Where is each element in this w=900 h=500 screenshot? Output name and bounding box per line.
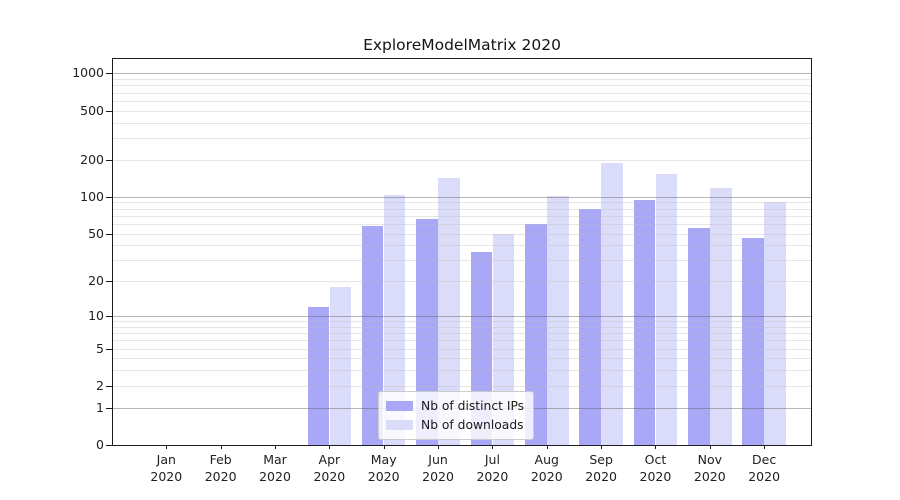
bar-downloads: [710, 187, 732, 445]
grid-line-minor: [113, 233, 811, 235]
x-tick-label: Sep 2020: [585, 452, 617, 484]
legend-item-downloads: Nb of downloads: [386, 417, 524, 433]
x-tick-mark: [655, 445, 657, 449]
plot-area: Nb of distinct IPs Nb of downloads: [112, 58, 812, 446]
x-tick-label: Jun 2020: [422, 452, 454, 484]
x-tick-label: Mar 2020: [259, 452, 291, 484]
x-tick-label: Nov 2020: [693, 452, 726, 484]
x-tick-label: Dec 2020: [748, 452, 781, 484]
y-tick-label: 2: [96, 377, 104, 393]
bar-distinct-ips: [525, 223, 547, 445]
grid-line-minor: [113, 370, 811, 372]
y-tick-label: 50: [88, 225, 104, 241]
grid-line-minor: [113, 85, 811, 87]
x-tick-mark: [220, 445, 222, 449]
y-tick-mark: [106, 281, 113, 283]
legend-swatch-distinct-ips: [386, 401, 413, 411]
grid-line-minor: [113, 79, 811, 81]
grid-line-minor: [113, 92, 811, 94]
y-tick-label: 10: [88, 308, 104, 324]
bar-distinct-ips: [742, 237, 764, 445]
y-tick-mark: [106, 445, 113, 446]
legend-item-distinct-ips: Nb of distinct IPs: [386, 398, 524, 414]
x-tick-label: Feb 2020: [204, 452, 237, 484]
x-tick-mark: [492, 445, 494, 449]
y-tick-mark: [106, 73, 113, 75]
grid-line-minor: [113, 159, 811, 161]
y-tick-mark: [106, 233, 113, 235]
x-tick-label: Jul 2020: [476, 452, 509, 484]
y-tick-mark: [106, 316, 113, 318]
grid-line-minor: [113, 340, 811, 342]
bar-distinct-ips: [307, 307, 330, 445]
grid-line-minor: [113, 358, 811, 360]
bar-downloads: [601, 162, 623, 445]
bar-downloads: [329, 286, 352, 445]
y-tick-mark: [106, 159, 113, 161]
chart-title: ExploreModelMatrix 2020: [363, 36, 561, 54]
grid-line-minor: [113, 208, 811, 210]
bar-downloads: [547, 196, 569, 445]
y-tick-mark: [106, 407, 113, 409]
grid-line-minor: [113, 122, 811, 124]
x-tick-mark: [709, 445, 711, 449]
y-tick-label: 5: [96, 340, 104, 356]
bar-downloads: [383, 194, 406, 445]
legend-swatch-downloads: [386, 420, 413, 430]
x-tick-label: Apr 2020: [313, 452, 346, 484]
grid-line-minor: [113, 326, 811, 328]
grid-line-major: [113, 316, 811, 318]
grid-line-minor: [113, 110, 811, 112]
y-tick-mark: [106, 110, 113, 112]
x-tick-label: May 2020: [367, 452, 400, 484]
bar-distinct-ips: [416, 218, 438, 445]
bar-distinct-ips: [633, 200, 656, 445]
grid-line-minor: [113, 202, 811, 204]
bar-distinct-ips: [579, 208, 601, 445]
x-tick-mark: [166, 445, 168, 449]
grid-line-major: [113, 73, 811, 75]
y-tick-label: 0: [96, 437, 104, 452]
grid-line-minor: [113, 100, 811, 102]
grid-line-minor: [113, 215, 811, 217]
grid-line-minor: [113, 321, 811, 323]
grid-line-major: [113, 196, 811, 198]
bar-downloads: [764, 202, 786, 445]
y-tick-label: 1: [96, 399, 104, 415]
bar-distinct-ips: [361, 225, 384, 445]
x-tick-mark: [546, 445, 548, 449]
bar-downloads: [655, 174, 678, 445]
grid-line-minor: [113, 333, 811, 335]
y-tick-label: 500: [80, 102, 104, 118]
grid-line-minor: [113, 385, 811, 387]
x-tick-label: Jan 2020: [150, 452, 183, 484]
legend: Nb of distinct IPs Nb of downloads: [378, 391, 535, 440]
grid-line-minor: [113, 348, 811, 350]
bar-downloads: [438, 178, 460, 445]
bar-distinct-ips: [688, 227, 710, 445]
y-tick-mark: [106, 385, 113, 387]
legend-label-distinct-ips: Nb of distinct IPs: [421, 399, 525, 413]
y-tick-label: 100: [80, 188, 104, 204]
grid-line-minor: [113, 245, 811, 247]
x-tick-label: Aug 2020: [530, 452, 563, 484]
y-tick-label: 200: [80, 151, 104, 167]
x-tick-mark: [275, 445, 276, 449]
x-tick-mark: [764, 445, 766, 449]
x-tick-mark: [438, 445, 440, 449]
y-tick-label: 20: [88, 273, 104, 289]
y-tick-label: 1000: [72, 65, 104, 81]
x-tick-label: Oct 2020: [639, 452, 672, 484]
grid-line-minor: [113, 138, 811, 140]
legend-label-downloads: Nb of downloads: [421, 418, 524, 432]
y-tick-mark: [106, 196, 113, 198]
x-tick-mark: [329, 445, 331, 449]
grid-line-minor: [113, 281, 811, 283]
grid-line-minor: [113, 223, 811, 225]
grid-line-minor: [113, 260, 811, 262]
x-tick-mark: [601, 445, 603, 449]
x-tick-mark: [383, 445, 385, 449]
y-tick-mark: [106, 348, 113, 350]
